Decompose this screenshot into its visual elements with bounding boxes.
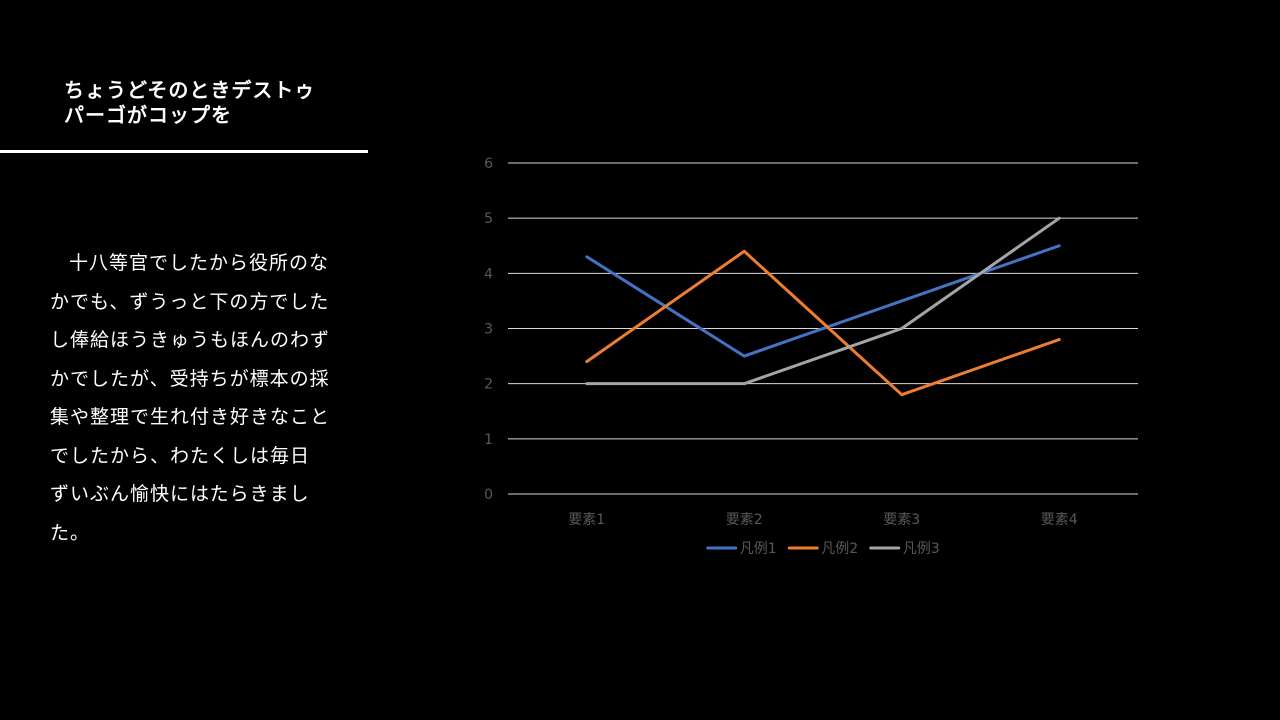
series-line-3 (585, 216, 1061, 386)
y-tick-label: 2 (484, 377, 493, 393)
legend-label-1: 凡例1 (740, 541, 777, 557)
legend-label-2: 凡例2 (821, 541, 858, 557)
x-tick-label: 要素3 (883, 512, 920, 528)
line-chart: 0 1 2 3 4 5 6 要素1 要素2 要素3 要素4 凡例1 凡例2 凡例3 (484, 156, 1138, 557)
x-tick-label: 要素2 (726, 512, 763, 528)
y-tick-label: 0 (484, 487, 493, 503)
series-line-2 (585, 249, 1061, 397)
y-axis-ticks: 0 1 2 3 4 5 6 (484, 156, 493, 503)
slide-title: ちょうどそのときデストゥパーゴがコップを (64, 78, 316, 127)
y-tick-label: 4 (484, 266, 493, 282)
title-underline (0, 150, 368, 153)
chart-series (585, 216, 1061, 397)
y-tick-label: 5 (484, 211, 493, 227)
legend-label-3: 凡例3 (903, 541, 940, 557)
body-paragraph: 十八等官でしたから役所のなかでも、ずうっと下の方でしたし俸給ほうきゅうもほんのわ… (50, 252, 331, 544)
series-line-1 (585, 244, 1061, 358)
y-tick-label: 1 (484, 432, 493, 448)
chart-legend: 凡例1 凡例2 凡例3 (706, 541, 940, 557)
x-tick-label: 要素4 (1041, 512, 1078, 528)
y-tick-label: 3 (484, 322, 493, 338)
x-tick-label: 要素1 (568, 512, 605, 528)
x-axis-ticks: 要素1 要素2 要素3 要素4 (568, 512, 1077, 528)
y-tick-label: 6 (484, 156, 493, 172)
